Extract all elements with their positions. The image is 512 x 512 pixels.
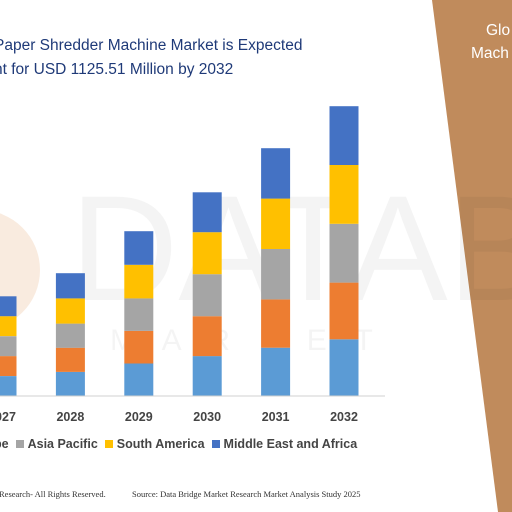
legend-label: Asia Pacific [27,437,98,451]
bar-2030-segment-3 [192,274,222,317]
side-panel-shape [432,0,512,512]
chart-legend: pe Asia Pacific South America Middle East a… [0,437,364,451]
side-panel-text-1: Glo [486,22,511,39]
bar-2030-segment-2 [192,316,222,357]
chart-title-line-2: nt for USD 1125.51 Million by 2032 [0,61,234,78]
x-tick-label: 2029 [125,410,153,424]
bar-2029-segment-5 [124,231,154,265]
bar-2032-segment-3 [329,223,359,283]
legend-swatch [104,440,113,448]
legend-item: Middle East and Africa [211,437,358,451]
bar-2027-segment-3 [0,336,17,357]
legend-swatch [211,440,220,448]
x-tick-label: 2032 [330,410,358,424]
legend-item: Asia Pacific [15,437,98,451]
bar-2030-segment-5 [192,192,222,233]
bar-2029-segment-3 [124,298,154,331]
legend-label: Middle East and Africa [223,437,358,451]
x-axis-ticks: 2027 2028 2029 2030 2031 2032 [0,410,358,424]
bar-2029-segment-2 [124,330,154,364]
bar-2028-segment-3 [55,323,85,348]
bar-2029-segment-4 [124,264,154,299]
bar-2032-segment-5 [329,106,359,165]
legend-label: South America [116,437,205,451]
watermark-subtext: M A R K E T [110,324,383,357]
bar-2029-segment-1 [124,363,154,396]
bar-2031-segment-5 [261,148,291,199]
bar-2030-segment-4 [192,232,222,275]
bar-2032-segment-4 [329,165,359,224]
x-tick-label: 2031 [262,410,290,424]
bar-2028-segment-2 [55,347,85,372]
bar-2031-segment-2 [261,299,291,348]
legend-swatch [15,440,24,448]
bar-group [0,106,359,397]
copyright-footnote: Research- All Rights Reserved. [0,489,106,499]
bar-2030-segment-1 [192,356,222,396]
bar-2028-segment-4 [55,298,85,324]
bar-2027-segment-1 [0,376,17,396]
side-panel-text-2: Mach [471,45,509,62]
x-tick-label: 2028 [56,410,84,424]
bar-2028-segment-1 [55,371,85,397]
bar-2031-segment-3 [261,249,291,300]
bar-2031-segment-4 [261,198,291,249]
bar-2028-segment-5 [55,273,85,299]
legend-label: pe [0,437,9,451]
x-tick-label: 2027 [0,410,16,424]
bar-2032-segment-1 [329,339,359,396]
bar-2027-segment-4 [0,316,17,337]
bar-2032-segment-2 [329,282,359,340]
x-tick-label: 2030 [193,410,221,424]
bar-2027-segment-2 [0,356,17,376]
bar-2031-segment-1 [261,347,291,396]
legend-item: pe [0,437,9,451]
source-footnote: Source: Data Bridge Market Research Mark… [132,489,361,499]
bar-2027-segment-5 [0,296,17,317]
legend-item: South America [104,437,205,451]
chart-title-line-1: Paper Shredder Machine Market is Expecte… [0,37,303,54]
